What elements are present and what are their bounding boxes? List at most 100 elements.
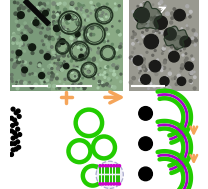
Circle shape: [59, 26, 62, 29]
Circle shape: [38, 64, 41, 67]
Circle shape: [18, 9, 20, 12]
Circle shape: [174, 78, 175, 79]
Circle shape: [67, 29, 68, 30]
Circle shape: [76, 17, 78, 19]
Circle shape: [116, 77, 118, 78]
Circle shape: [74, 83, 76, 84]
Circle shape: [17, 115, 21, 118]
Circle shape: [170, 36, 173, 39]
Circle shape: [112, 64, 115, 67]
Circle shape: [82, 86, 86, 90]
Circle shape: [83, 6, 85, 8]
Circle shape: [18, 28, 20, 30]
Circle shape: [68, 30, 70, 32]
Circle shape: [177, 77, 186, 85]
Circle shape: [139, 79, 141, 81]
Circle shape: [47, 46, 51, 49]
Circle shape: [87, 71, 89, 73]
Circle shape: [12, 60, 14, 62]
Circle shape: [97, 3, 100, 6]
Circle shape: [16, 50, 22, 56]
Circle shape: [193, 87, 196, 90]
Circle shape: [53, 25, 60, 32]
Circle shape: [66, 49, 68, 50]
Circle shape: [56, 29, 57, 30]
Circle shape: [118, 183, 121, 185]
Circle shape: [57, 51, 58, 53]
Circle shape: [66, 21, 69, 24]
Circle shape: [69, 7, 72, 9]
Circle shape: [81, 49, 82, 50]
Circle shape: [94, 73, 96, 76]
Circle shape: [77, 85, 80, 88]
Circle shape: [53, 84, 56, 88]
Circle shape: [163, 61, 166, 64]
Circle shape: [79, 66, 82, 69]
Circle shape: [160, 77, 169, 86]
Circle shape: [170, 21, 173, 24]
Circle shape: [57, 43, 60, 47]
Circle shape: [77, 40, 80, 44]
Circle shape: [60, 39, 62, 40]
Circle shape: [120, 81, 122, 83]
Circle shape: [56, 77, 58, 80]
Circle shape: [134, 18, 136, 21]
Circle shape: [22, 73, 25, 76]
Circle shape: [40, 32, 42, 34]
Circle shape: [67, 41, 70, 44]
Circle shape: [84, 58, 86, 60]
Circle shape: [71, 43, 74, 46]
Circle shape: [166, 12, 169, 15]
Circle shape: [180, 70, 182, 72]
Circle shape: [11, 51, 14, 53]
Circle shape: [84, 68, 86, 69]
Circle shape: [194, 39, 197, 42]
Circle shape: [143, 2, 146, 5]
Circle shape: [177, 12, 180, 15]
Circle shape: [82, 39, 84, 41]
Circle shape: [95, 9, 97, 12]
Circle shape: [146, 44, 148, 46]
Circle shape: [70, 37, 73, 40]
Circle shape: [150, 17, 153, 20]
Circle shape: [105, 83, 108, 86]
Circle shape: [169, 58, 170, 59]
Circle shape: [190, 41, 192, 43]
Circle shape: [71, 17, 74, 20]
Circle shape: [180, 36, 191, 47]
Circle shape: [157, 42, 159, 44]
Circle shape: [21, 71, 25, 75]
Circle shape: [47, 65, 50, 67]
Circle shape: [177, 74, 180, 77]
Circle shape: [135, 12, 137, 15]
Circle shape: [59, 21, 61, 23]
Circle shape: [134, 64, 136, 65]
Circle shape: [22, 61, 24, 63]
Circle shape: [84, 35, 87, 37]
Circle shape: [108, 78, 110, 80]
Circle shape: [21, 12, 23, 15]
Circle shape: [138, 13, 141, 16]
Circle shape: [78, 3, 79, 4]
Circle shape: [17, 56, 18, 58]
Circle shape: [54, 22, 57, 25]
Circle shape: [73, 75, 77, 78]
Circle shape: [83, 14, 85, 16]
Circle shape: [76, 22, 80, 26]
Circle shape: [86, 33, 89, 36]
Circle shape: [115, 165, 118, 167]
Circle shape: [110, 69, 112, 71]
Circle shape: [133, 33, 136, 36]
Circle shape: [57, 20, 59, 22]
Circle shape: [80, 54, 82, 57]
Circle shape: [47, 23, 50, 26]
Circle shape: [77, 23, 79, 25]
Circle shape: [49, 36, 51, 38]
Circle shape: [29, 30, 32, 33]
Circle shape: [68, 13, 70, 16]
Circle shape: [10, 142, 14, 146]
Circle shape: [55, 68, 58, 71]
Circle shape: [102, 82, 103, 83]
Circle shape: [166, 12, 169, 15]
Circle shape: [56, 62, 59, 65]
